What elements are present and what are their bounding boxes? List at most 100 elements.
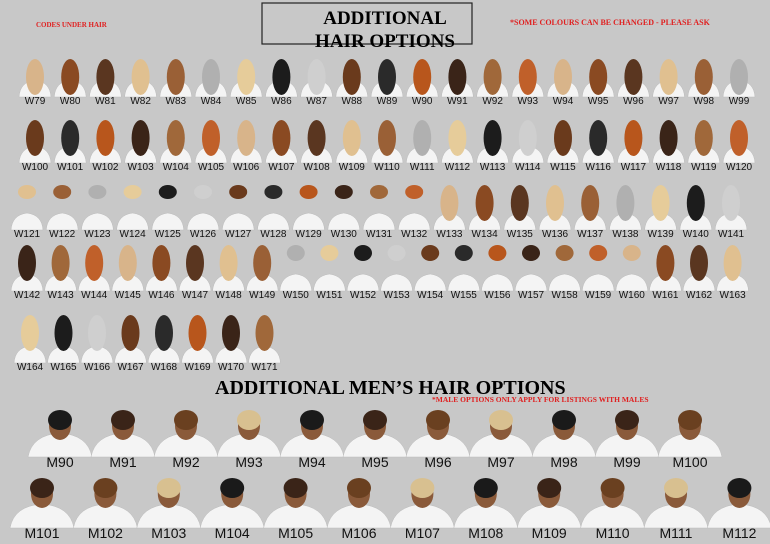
hair-swatch bbox=[426, 410, 450, 430]
code-label: W115 bbox=[550, 162, 576, 173]
hair-swatch bbox=[589, 120, 608, 156]
hair-swatch bbox=[615, 410, 639, 430]
code-label: W167 bbox=[117, 362, 144, 373]
hair-swatch bbox=[85, 245, 104, 281]
code-label: M94 bbox=[298, 454, 325, 470]
hair-swatch bbox=[354, 245, 372, 261]
code-label: W143 bbox=[48, 290, 75, 301]
hair-swatch bbox=[518, 120, 537, 156]
code-label: W100 bbox=[22, 162, 49, 173]
hair-swatch bbox=[589, 59, 608, 95]
hair-swatch bbox=[581, 185, 600, 221]
code-label: W110 bbox=[374, 162, 400, 173]
hair-swatch bbox=[320, 245, 339, 261]
code-label: W153 bbox=[384, 290, 411, 301]
note: CODES UNDER HAIR bbox=[36, 21, 108, 29]
hair-swatch bbox=[686, 185, 705, 221]
code-label: W95 bbox=[588, 96, 609, 107]
code-label: W97 bbox=[658, 96, 679, 107]
code-label: W158 bbox=[552, 290, 579, 301]
code-label: W105 bbox=[198, 162, 225, 173]
code-label: W160 bbox=[619, 290, 646, 301]
code-label: W163 bbox=[720, 290, 747, 301]
code-label: M95 bbox=[361, 454, 388, 470]
shirt bbox=[581, 273, 615, 292]
code-label: W85 bbox=[236, 96, 257, 107]
hair-swatch bbox=[473, 478, 498, 498]
code-label: W107 bbox=[268, 162, 295, 173]
hair-swatch bbox=[166, 120, 185, 156]
code-label: W112 bbox=[445, 162, 471, 173]
hair-swatch bbox=[555, 245, 574, 261]
hair-swatch bbox=[255, 315, 274, 351]
hair-swatch bbox=[93, 478, 118, 498]
code-label: W157 bbox=[518, 290, 545, 301]
code-label: W154 bbox=[417, 290, 444, 301]
hair-swatch bbox=[421, 245, 440, 261]
hair-swatch bbox=[174, 410, 198, 430]
code-label: W79 bbox=[25, 96, 46, 107]
hair-swatch bbox=[18, 185, 36, 199]
code-label: W99 bbox=[729, 96, 750, 107]
hair-swatch bbox=[237, 59, 256, 95]
shirt bbox=[221, 212, 255, 231]
code-label: W151 bbox=[316, 290, 343, 301]
shirt bbox=[514, 273, 548, 292]
code-label: W102 bbox=[92, 162, 119, 173]
hair-swatch bbox=[186, 245, 204, 281]
section-title: ADDITIONAL MEN’S HAIR OPTIONS bbox=[215, 377, 566, 399]
hair-swatch bbox=[166, 59, 185, 95]
code-label: M107 bbox=[405, 525, 440, 541]
hair-swatch bbox=[155, 315, 173, 351]
hair-swatch bbox=[131, 59, 150, 95]
hair-swatch bbox=[624, 59, 643, 95]
hair-swatch bbox=[286, 245, 305, 261]
code-label: W83 bbox=[166, 96, 187, 107]
code-label: W93 bbox=[518, 96, 539, 107]
hair-swatch bbox=[440, 185, 459, 221]
shirt bbox=[45, 212, 79, 231]
code-label: M109 bbox=[532, 525, 567, 541]
hair-swatch bbox=[264, 185, 283, 199]
hair-swatch bbox=[121, 315, 140, 351]
code-label: W94 bbox=[553, 96, 574, 107]
code-label: W142 bbox=[14, 290, 41, 301]
code-label: W88 bbox=[342, 96, 363, 107]
code-label: W90 bbox=[412, 96, 433, 107]
hair-swatch bbox=[651, 185, 670, 221]
code-label: W140 bbox=[683, 229, 710, 240]
code-label: W126 bbox=[190, 229, 217, 240]
hair-swatch bbox=[475, 185, 494, 221]
hair-swatch bbox=[51, 245, 70, 281]
code-label: W123 bbox=[84, 229, 111, 240]
title: HAIR OPTIONS bbox=[315, 31, 455, 52]
hair-swatch bbox=[131, 120, 150, 156]
code-label: M97 bbox=[487, 454, 514, 470]
hair-swatch bbox=[546, 185, 564, 221]
code-label: W155 bbox=[451, 290, 478, 301]
code-label: W161 bbox=[652, 290, 679, 301]
hair-swatch bbox=[552, 410, 576, 430]
hair-swatch bbox=[448, 120, 467, 156]
code-label: W169 bbox=[184, 362, 211, 373]
hair-swatch bbox=[194, 185, 212, 199]
shirt bbox=[362, 212, 396, 231]
code-label: M100 bbox=[672, 454, 707, 470]
hair-swatch bbox=[694, 59, 713, 95]
hair-swatch bbox=[156, 478, 181, 498]
hair-swatch bbox=[54, 315, 73, 351]
code-label: W91 bbox=[447, 96, 468, 107]
code-label: M98 bbox=[550, 454, 577, 470]
hair-swatch bbox=[220, 478, 245, 498]
note: *MALE OPTIONS ONLY APPLY FOR LISTINGS WI… bbox=[432, 395, 649, 404]
hair-swatch bbox=[61, 59, 80, 95]
hair-swatch bbox=[229, 185, 248, 199]
code-label: W164 bbox=[17, 362, 44, 373]
code-label: W168 bbox=[151, 362, 178, 373]
code-label: W121 bbox=[14, 229, 41, 240]
code-label: W148 bbox=[216, 290, 243, 301]
code-label: W130 bbox=[331, 229, 358, 240]
note: *SOME COLOURS CAN BE CHANGED - PLEASE AS… bbox=[510, 18, 711, 27]
code-label: W87 bbox=[306, 96, 327, 107]
code-label: W138 bbox=[612, 229, 639, 240]
